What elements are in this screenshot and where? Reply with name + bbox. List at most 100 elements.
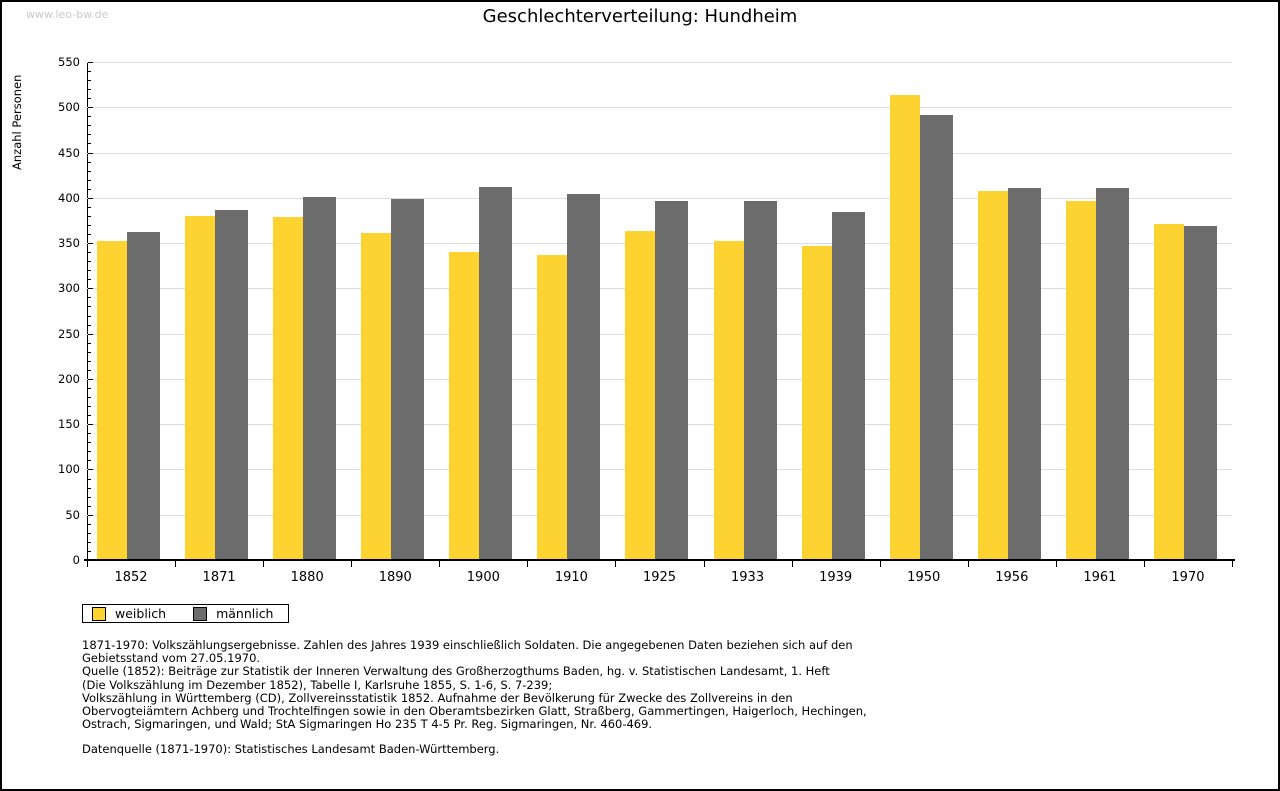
y-minor-tick xyxy=(88,89,91,91)
y-minor-tick xyxy=(88,116,91,118)
y-tick-label: 250 xyxy=(58,326,80,341)
bar-männlich-1961 xyxy=(1095,187,1129,559)
x-tick xyxy=(87,561,88,567)
bar-weiblich-1939 xyxy=(801,245,832,559)
y-major-tick xyxy=(88,378,93,380)
x-tick xyxy=(351,561,353,567)
y-minor-tick xyxy=(88,279,91,281)
bar-weiblich-1950 xyxy=(889,94,920,559)
x-tick xyxy=(439,561,441,567)
legend-swatch-weiblich xyxy=(92,606,106,621)
footnote-line: Quelle (1852): Beiträge zur Statistik de… xyxy=(82,664,830,679)
y-minor-tick xyxy=(88,433,91,435)
footnote-line: (Die Volkszählung im Dezember 1852), Tab… xyxy=(82,677,553,692)
y-minor-tick xyxy=(88,415,91,417)
bar-männlich-1880 xyxy=(303,196,337,559)
y-minor-tick xyxy=(88,315,91,317)
y-minor-tick xyxy=(88,451,91,453)
y-minor-tick xyxy=(88,170,91,172)
y-minor-tick xyxy=(88,550,91,552)
y-minor-tick xyxy=(88,125,91,127)
y-tick-label: 550 xyxy=(58,55,80,69)
y-minor-tick xyxy=(88,252,91,254)
y-minor-tick xyxy=(88,261,91,263)
y-minor-tick xyxy=(88,532,91,534)
legend-item: männlich xyxy=(193,606,273,621)
legend-label: weiblich xyxy=(115,606,167,621)
bar-männlich-1933 xyxy=(743,200,777,559)
y-minor-tick xyxy=(88,397,91,399)
y-minor-tick xyxy=(88,360,91,362)
y-minor-tick xyxy=(88,442,91,444)
x-category-label: 1900 xyxy=(466,570,500,585)
bar-weiblich-1852 xyxy=(97,241,127,559)
y-minor-tick xyxy=(88,342,91,344)
x-tick xyxy=(791,561,793,567)
x-axis-line xyxy=(84,559,1235,561)
legend-item: weiblich xyxy=(92,606,166,621)
y-tick-label: 50 xyxy=(65,507,80,522)
x-tick xyxy=(703,561,705,567)
y-minor-tick xyxy=(88,71,91,73)
footnote-line: Gebietsstand vom 27.05.1970. xyxy=(82,651,261,666)
bar-männlich-1852 xyxy=(127,232,160,559)
y-minor-tick xyxy=(88,369,91,371)
x-category-label: 1956 xyxy=(995,570,1029,585)
y-tick-label: 0 xyxy=(72,553,80,567)
bar-weiblich-1880 xyxy=(273,216,304,559)
x-tick xyxy=(615,561,617,567)
gridline xyxy=(87,197,1232,199)
bar-weiblich-1956 xyxy=(977,190,1008,559)
y-major-tick xyxy=(88,424,93,426)
y-major-tick xyxy=(88,288,93,290)
x-category-label: 1910 xyxy=(554,570,588,585)
bar-weiblich-1910 xyxy=(537,254,568,559)
y-minor-tick xyxy=(88,541,91,543)
bar-weiblich-1890 xyxy=(361,233,392,559)
legend: weiblich männlich xyxy=(82,604,289,623)
gridline xyxy=(87,62,1232,63)
bar-weiblich-1925 xyxy=(625,231,656,559)
y-minor-tick xyxy=(88,505,91,507)
y-minor-tick xyxy=(88,478,91,480)
y-major-tick xyxy=(88,62,93,63)
y-minor-tick xyxy=(88,179,91,181)
gridline xyxy=(87,107,1232,109)
bar-männlich-1890 xyxy=(391,198,425,559)
y-minor-tick xyxy=(88,351,91,353)
y-major-tick xyxy=(88,514,93,516)
y-minor-tick xyxy=(88,324,91,326)
footnotes: 1871-1970: Volkszählungsergebnisse. Zahl… xyxy=(82,638,1242,757)
bar-weiblich-1961 xyxy=(1065,200,1096,559)
footnote-line: Obervogteiämtern Achberg und Trochtelfin… xyxy=(82,704,867,719)
bar-männlich-1950 xyxy=(919,114,953,559)
footnote-line: 1871-1970: Volkszählungsergebnisse. Zahl… xyxy=(82,638,853,652)
x-category-label: 1961 xyxy=(1083,570,1117,585)
x-category-label: 1871 xyxy=(202,570,236,585)
bar-männlich-1939 xyxy=(831,212,865,559)
bar-weiblich-1900 xyxy=(449,252,480,559)
x-category-label: 1890 xyxy=(378,570,412,585)
y-major-tick xyxy=(88,243,93,245)
y-minor-tick xyxy=(88,224,91,226)
bar-männlich-1900 xyxy=(479,186,513,559)
bar-weiblich-1933 xyxy=(713,241,744,559)
x-tick xyxy=(1055,561,1057,567)
x-tick xyxy=(263,561,265,567)
bar-männlich-1925 xyxy=(655,201,689,559)
y-major-tick xyxy=(88,560,93,561)
watermark: www.leo-bw.de xyxy=(26,8,109,21)
y-tick-label: 500 xyxy=(58,100,80,115)
y-major-tick xyxy=(88,197,93,199)
x-category-label: 1970 xyxy=(1171,570,1205,585)
bar-weiblich-1970 xyxy=(1153,224,1184,559)
gridline xyxy=(87,152,1232,154)
y-minor-tick xyxy=(88,270,91,272)
y-major-tick xyxy=(88,152,93,154)
bar-männlich-1956 xyxy=(1007,187,1041,559)
y-minor-tick xyxy=(88,80,91,82)
y-major-tick xyxy=(88,107,93,109)
y-minor-tick xyxy=(88,134,91,136)
bar-männlich-1871 xyxy=(215,209,249,559)
y-tick-label: 400 xyxy=(58,190,80,205)
